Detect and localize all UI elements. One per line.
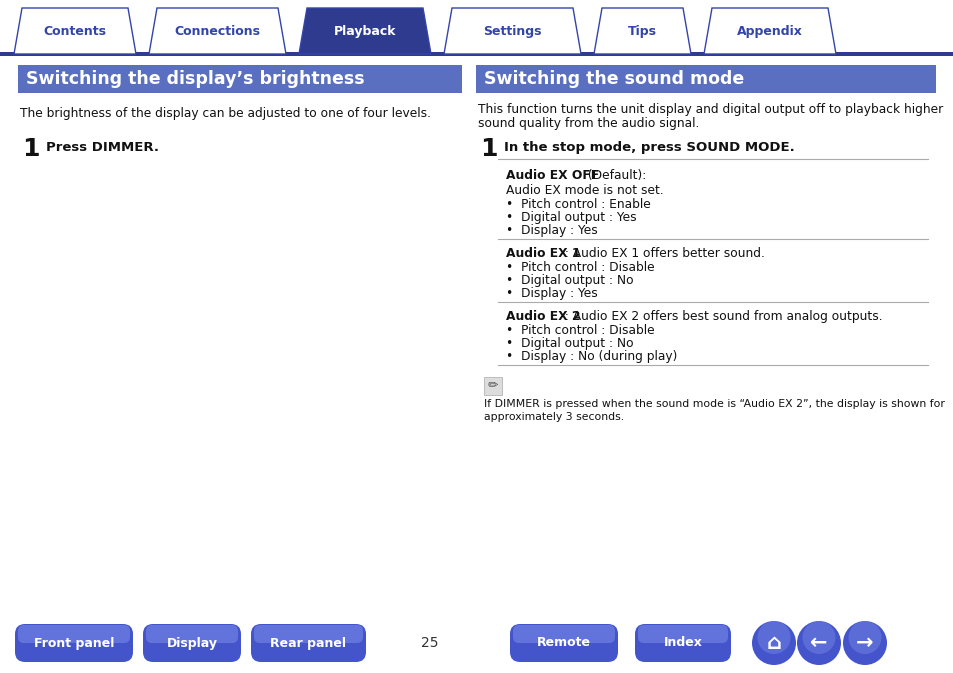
Polygon shape [149, 8, 286, 54]
Text: •  Digital output : Yes: • Digital output : Yes [505, 211, 636, 224]
Circle shape [796, 621, 841, 665]
Text: •  Digital output : No: • Digital output : No [505, 274, 633, 287]
Text: Playback: Playback [334, 25, 395, 38]
Text: approximately 3 seconds.: approximately 3 seconds. [483, 412, 623, 422]
FancyBboxPatch shape [638, 625, 727, 643]
Text: •  Pitch control : Enable: • Pitch control : Enable [505, 198, 650, 211]
Text: Switching the sound mode: Switching the sound mode [483, 70, 743, 88]
FancyBboxPatch shape [18, 625, 130, 643]
Polygon shape [14, 8, 136, 54]
Text: →: → [856, 633, 873, 653]
Text: Press DIMMER.: Press DIMMER. [46, 141, 159, 154]
Text: Audio EX 1: Audio EX 1 [505, 247, 579, 260]
Text: •  Pitch control : Disable: • Pitch control : Disable [505, 324, 654, 337]
Circle shape [842, 621, 886, 665]
Circle shape [847, 621, 881, 654]
Polygon shape [443, 8, 580, 54]
Text: •  Display : Yes: • Display : Yes [505, 224, 598, 237]
Text: Tips: Tips [627, 25, 657, 38]
Text: (Default):: (Default): [583, 169, 645, 182]
Bar [18, 65, 461, 93]
Text: Connections: Connections [174, 25, 260, 38]
Text: Settings: Settings [483, 25, 541, 38]
Text: If DIMMER is pressed when the sound mode is “Audio EX 2”, the display is shown f: If DIMMER is pressed when the sound mode… [483, 399, 943, 409]
Text: Rear panel: Rear panel [271, 637, 346, 649]
Polygon shape [703, 8, 835, 54]
Bar [483, 377, 501, 395]
Text: Audio EX OFF: Audio EX OFF [505, 169, 598, 182]
Text: Audio EX 2: Audio EX 2 [505, 310, 579, 323]
Text: ⌂: ⌂ [765, 633, 781, 653]
Text: Remote: Remote [537, 637, 590, 649]
FancyBboxPatch shape [510, 624, 618, 662]
Text: 1: 1 [22, 137, 39, 161]
Text: •  Display : No (during play): • Display : No (during play) [505, 350, 677, 363]
FancyBboxPatch shape [635, 624, 730, 662]
Polygon shape [298, 8, 431, 54]
Text: Front panel: Front panel [33, 637, 114, 649]
FancyBboxPatch shape [253, 625, 363, 643]
FancyBboxPatch shape [251, 624, 366, 662]
Text: •  Digital output : No: • Digital output : No [505, 337, 633, 350]
FancyBboxPatch shape [143, 624, 241, 662]
Text: 25: 25 [421, 636, 438, 650]
Text: sound quality from the audio signal.: sound quality from the audio signal. [477, 117, 699, 130]
Text: : Audio EX 2 offers best sound from analog outputs.: : Audio EX 2 offers best sound from anal… [560, 310, 882, 323]
FancyBboxPatch shape [513, 625, 615, 643]
Text: In the stop mode, press SOUND MODE.: In the stop mode, press SOUND MODE. [503, 141, 794, 154]
Polygon shape [594, 8, 690, 54]
Text: Switching the display’s brightness: Switching the display’s brightness [26, 70, 364, 88]
Bar [476, 65, 935, 93]
Text: : Audio EX 1 offers better sound.: : Audio EX 1 offers better sound. [560, 247, 764, 260]
Text: ←: ← [809, 633, 827, 653]
Text: Contents: Contents [44, 25, 107, 38]
Text: This function turns the unit display and digital output off to playback higher: This function turns the unit display and… [477, 103, 943, 116]
Circle shape [757, 621, 790, 654]
Text: 1: 1 [479, 137, 497, 161]
Text: •  Pitch control : Disable: • Pitch control : Disable [505, 261, 654, 274]
Text: •  Display : Yes: • Display : Yes [505, 287, 598, 300]
Text: Audio EX mode is not set.: Audio EX mode is not set. [505, 184, 663, 197]
Circle shape [751, 621, 795, 665]
FancyBboxPatch shape [146, 625, 237, 643]
Text: The brightness of the display can be adjusted to one of four levels.: The brightness of the display can be adj… [20, 107, 431, 120]
Circle shape [801, 621, 835, 654]
Text: Display: Display [167, 637, 217, 649]
FancyBboxPatch shape [15, 624, 132, 662]
Bar [0, 52, 953, 56]
Text: Appendix: Appendix [737, 25, 802, 38]
Text: Index: Index [663, 637, 701, 649]
Text: ✏: ✏ [487, 380, 497, 392]
